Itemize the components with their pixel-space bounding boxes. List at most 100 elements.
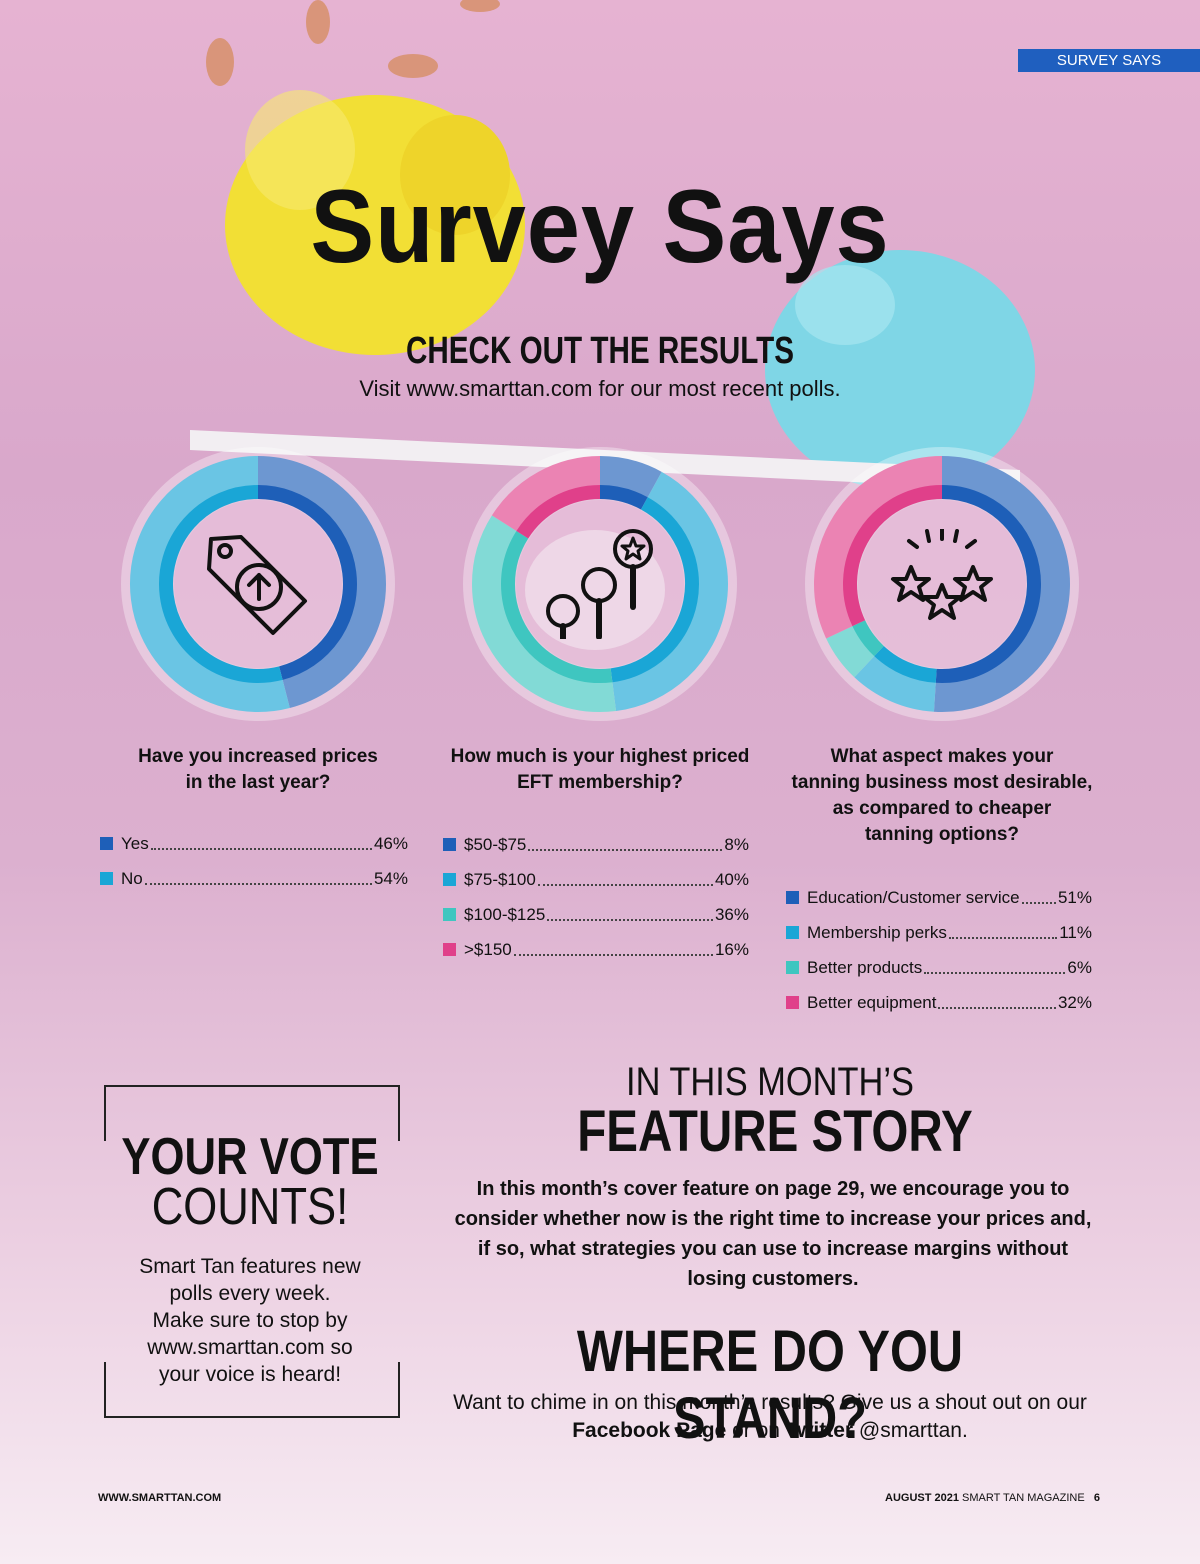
question-line: tanning business most desirable, xyxy=(791,772,1093,793)
legend-item: $75-$100 40% xyxy=(443,862,749,897)
legend-leader-dots xyxy=(537,883,713,886)
legend-label: $75-$100 xyxy=(464,869,536,889)
legend-value: 54% xyxy=(373,868,408,888)
legend-item: >$150 16% xyxy=(443,932,749,967)
question-line: EFT membership? xyxy=(517,772,683,793)
legend-swatch xyxy=(443,873,456,886)
chart-legend-1: Yes 46% No 54% xyxy=(100,826,408,896)
donut-ring xyxy=(463,447,737,721)
donut-slice-inner-better-products xyxy=(852,619,884,657)
vote-title-bold: YOUR VOTE xyxy=(121,1128,379,1186)
legend-swatch xyxy=(100,837,113,850)
question-line: tanning options? xyxy=(864,824,1020,845)
legend-leader-dots xyxy=(144,882,372,885)
section-tag: SURVEY SAYS xyxy=(1018,49,1200,72)
vote-text-line: www.smarttan.com so xyxy=(147,1336,353,1359)
falling-coin xyxy=(388,54,438,78)
legend-label: $100-$125 xyxy=(464,904,546,924)
vote-text-line: Make sure to stop by xyxy=(152,1309,348,1332)
stand-title: WHERE DO YOU STAND? xyxy=(576,1319,964,1451)
price-levels-balloons-icon xyxy=(546,529,653,639)
feature-text: In this month’s cover feature on page 29… xyxy=(454,1178,1092,1290)
legend-value: 51% xyxy=(1057,887,1092,907)
falling-coin xyxy=(460,0,500,12)
donut-slice-inner--100-125 xyxy=(501,530,613,683)
question-line: How much is your highest priced xyxy=(450,746,750,767)
chart-question-3: What aspect makes your tanning business … xyxy=(782,744,1102,848)
footer-issue-date: AUGUST 2021 xyxy=(885,1492,959,1504)
stand-text-part: @smarttan. xyxy=(853,1419,968,1442)
facebook-page-link[interactable]: Facebook Page xyxy=(572,1419,727,1442)
legend-value: 11% xyxy=(1059,922,1092,942)
donut-slice-inner-education-customer-service xyxy=(935,485,1041,683)
footer-website: WWW.SMARTTAN.COM xyxy=(98,1492,222,1504)
question-line: as compared to cheaper xyxy=(832,798,1052,819)
footer-issue: AUGUST 2021 SMART TAN MAGAZINE 6 xyxy=(885,1492,1100,1504)
legend-label: Education/Customer service xyxy=(807,887,1020,907)
legend-value: 8% xyxy=(724,834,749,854)
legend-label: No xyxy=(121,868,143,888)
chart-question-2: How much is your highest priced EFT memb… xyxy=(440,744,760,796)
donut-slice--100-125 xyxy=(472,515,617,712)
donut-slice--75-100 xyxy=(611,471,728,711)
donut-slice--150 xyxy=(491,456,601,532)
legend-item: Membership perks 11% xyxy=(786,915,1092,950)
legend-value: 46% xyxy=(373,833,408,853)
donut-slice-education-customer-service xyxy=(933,456,1070,712)
vote-text-line: polls every week. xyxy=(169,1282,331,1305)
legend-leader-dots xyxy=(528,848,723,851)
chart-legend-3: Education/Customer service 51% Membership … xyxy=(786,880,1092,1020)
twitter-link[interactable]: Twitter xyxy=(785,1419,854,1442)
legend-swatch xyxy=(786,996,799,1009)
question-line: Have you increased prices xyxy=(138,746,378,767)
donut-slice-inner-better-equipment xyxy=(843,485,943,627)
legend-swatch xyxy=(443,908,456,921)
page-subline: Visit www.smarttan.com for our most rece… xyxy=(359,376,841,401)
legend-item: $100-$125 36% xyxy=(443,897,749,932)
legend-item: No 54% xyxy=(100,861,408,896)
legend-label: Membership perks xyxy=(807,922,947,942)
legend-leader-dots xyxy=(513,953,713,956)
legend-label: $50-$75 xyxy=(464,834,527,854)
legend-swatch xyxy=(443,943,456,956)
page-subtitle: CHECK OUT THE RESULTS xyxy=(405,330,795,372)
footer-magazine-name: SMART TAN MAGAZINE xyxy=(962,1492,1085,1504)
question-line: in the last year? xyxy=(185,772,331,793)
vote-text-line: Smart Tan features new xyxy=(139,1255,361,1278)
legend-label: Better equipment xyxy=(807,992,937,1012)
donut-slice-inner-membership-perks xyxy=(874,645,937,683)
question-line: What aspect makes your xyxy=(830,746,1054,767)
legend-leader-dots xyxy=(938,1006,1056,1009)
feature-kicker: IN THIS MONTH’S xyxy=(626,1060,914,1104)
legend-label: >$150 xyxy=(464,939,512,959)
donut-chart-business-aspect xyxy=(802,444,1082,724)
legend-item: Better equipment 32% xyxy=(786,985,1092,1020)
donut-slice-inner-no xyxy=(159,485,283,683)
chart-question-1: Have you increased prices in the last ye… xyxy=(118,744,398,796)
donut-slice-yes xyxy=(257,456,386,708)
legend-swatch xyxy=(443,838,456,851)
donut-slice-inner--50-75 xyxy=(599,485,648,510)
legend-value: 36% xyxy=(714,904,749,924)
legend-swatch xyxy=(100,872,113,885)
legend-swatch xyxy=(786,961,799,974)
price-tag-up-arrow-icon xyxy=(207,535,307,635)
legend-leader-dots xyxy=(924,971,1066,974)
donut-slice-membership-perks xyxy=(854,655,937,712)
legend-swatch xyxy=(786,891,799,904)
donut-slice-inner--150 xyxy=(516,485,601,539)
donut-slice-better-equipment xyxy=(814,456,943,639)
legend-swatch xyxy=(786,926,799,939)
legend-leader-dots xyxy=(1021,901,1056,904)
chart-legend-2: $50-$75 8% $75-$100 40% $100-$125 36% >$150 16% xyxy=(443,827,749,967)
vote-text: Smart Tan features new polls every week.… xyxy=(110,1253,390,1388)
legend-value: 16% xyxy=(714,939,749,959)
falling-coin xyxy=(206,38,234,86)
vote-text-line: your voice is heard! xyxy=(158,1363,342,1386)
legend-item: Better products 6% xyxy=(786,950,1092,985)
legend-item: $50-$75 8% xyxy=(443,827,749,862)
vote-title-light: COUNTS! xyxy=(151,1178,349,1236)
legend-leader-dots xyxy=(150,847,372,850)
footer-page-number: 6 xyxy=(1093,1492,1100,1504)
page-title: Survey Says xyxy=(310,169,890,285)
